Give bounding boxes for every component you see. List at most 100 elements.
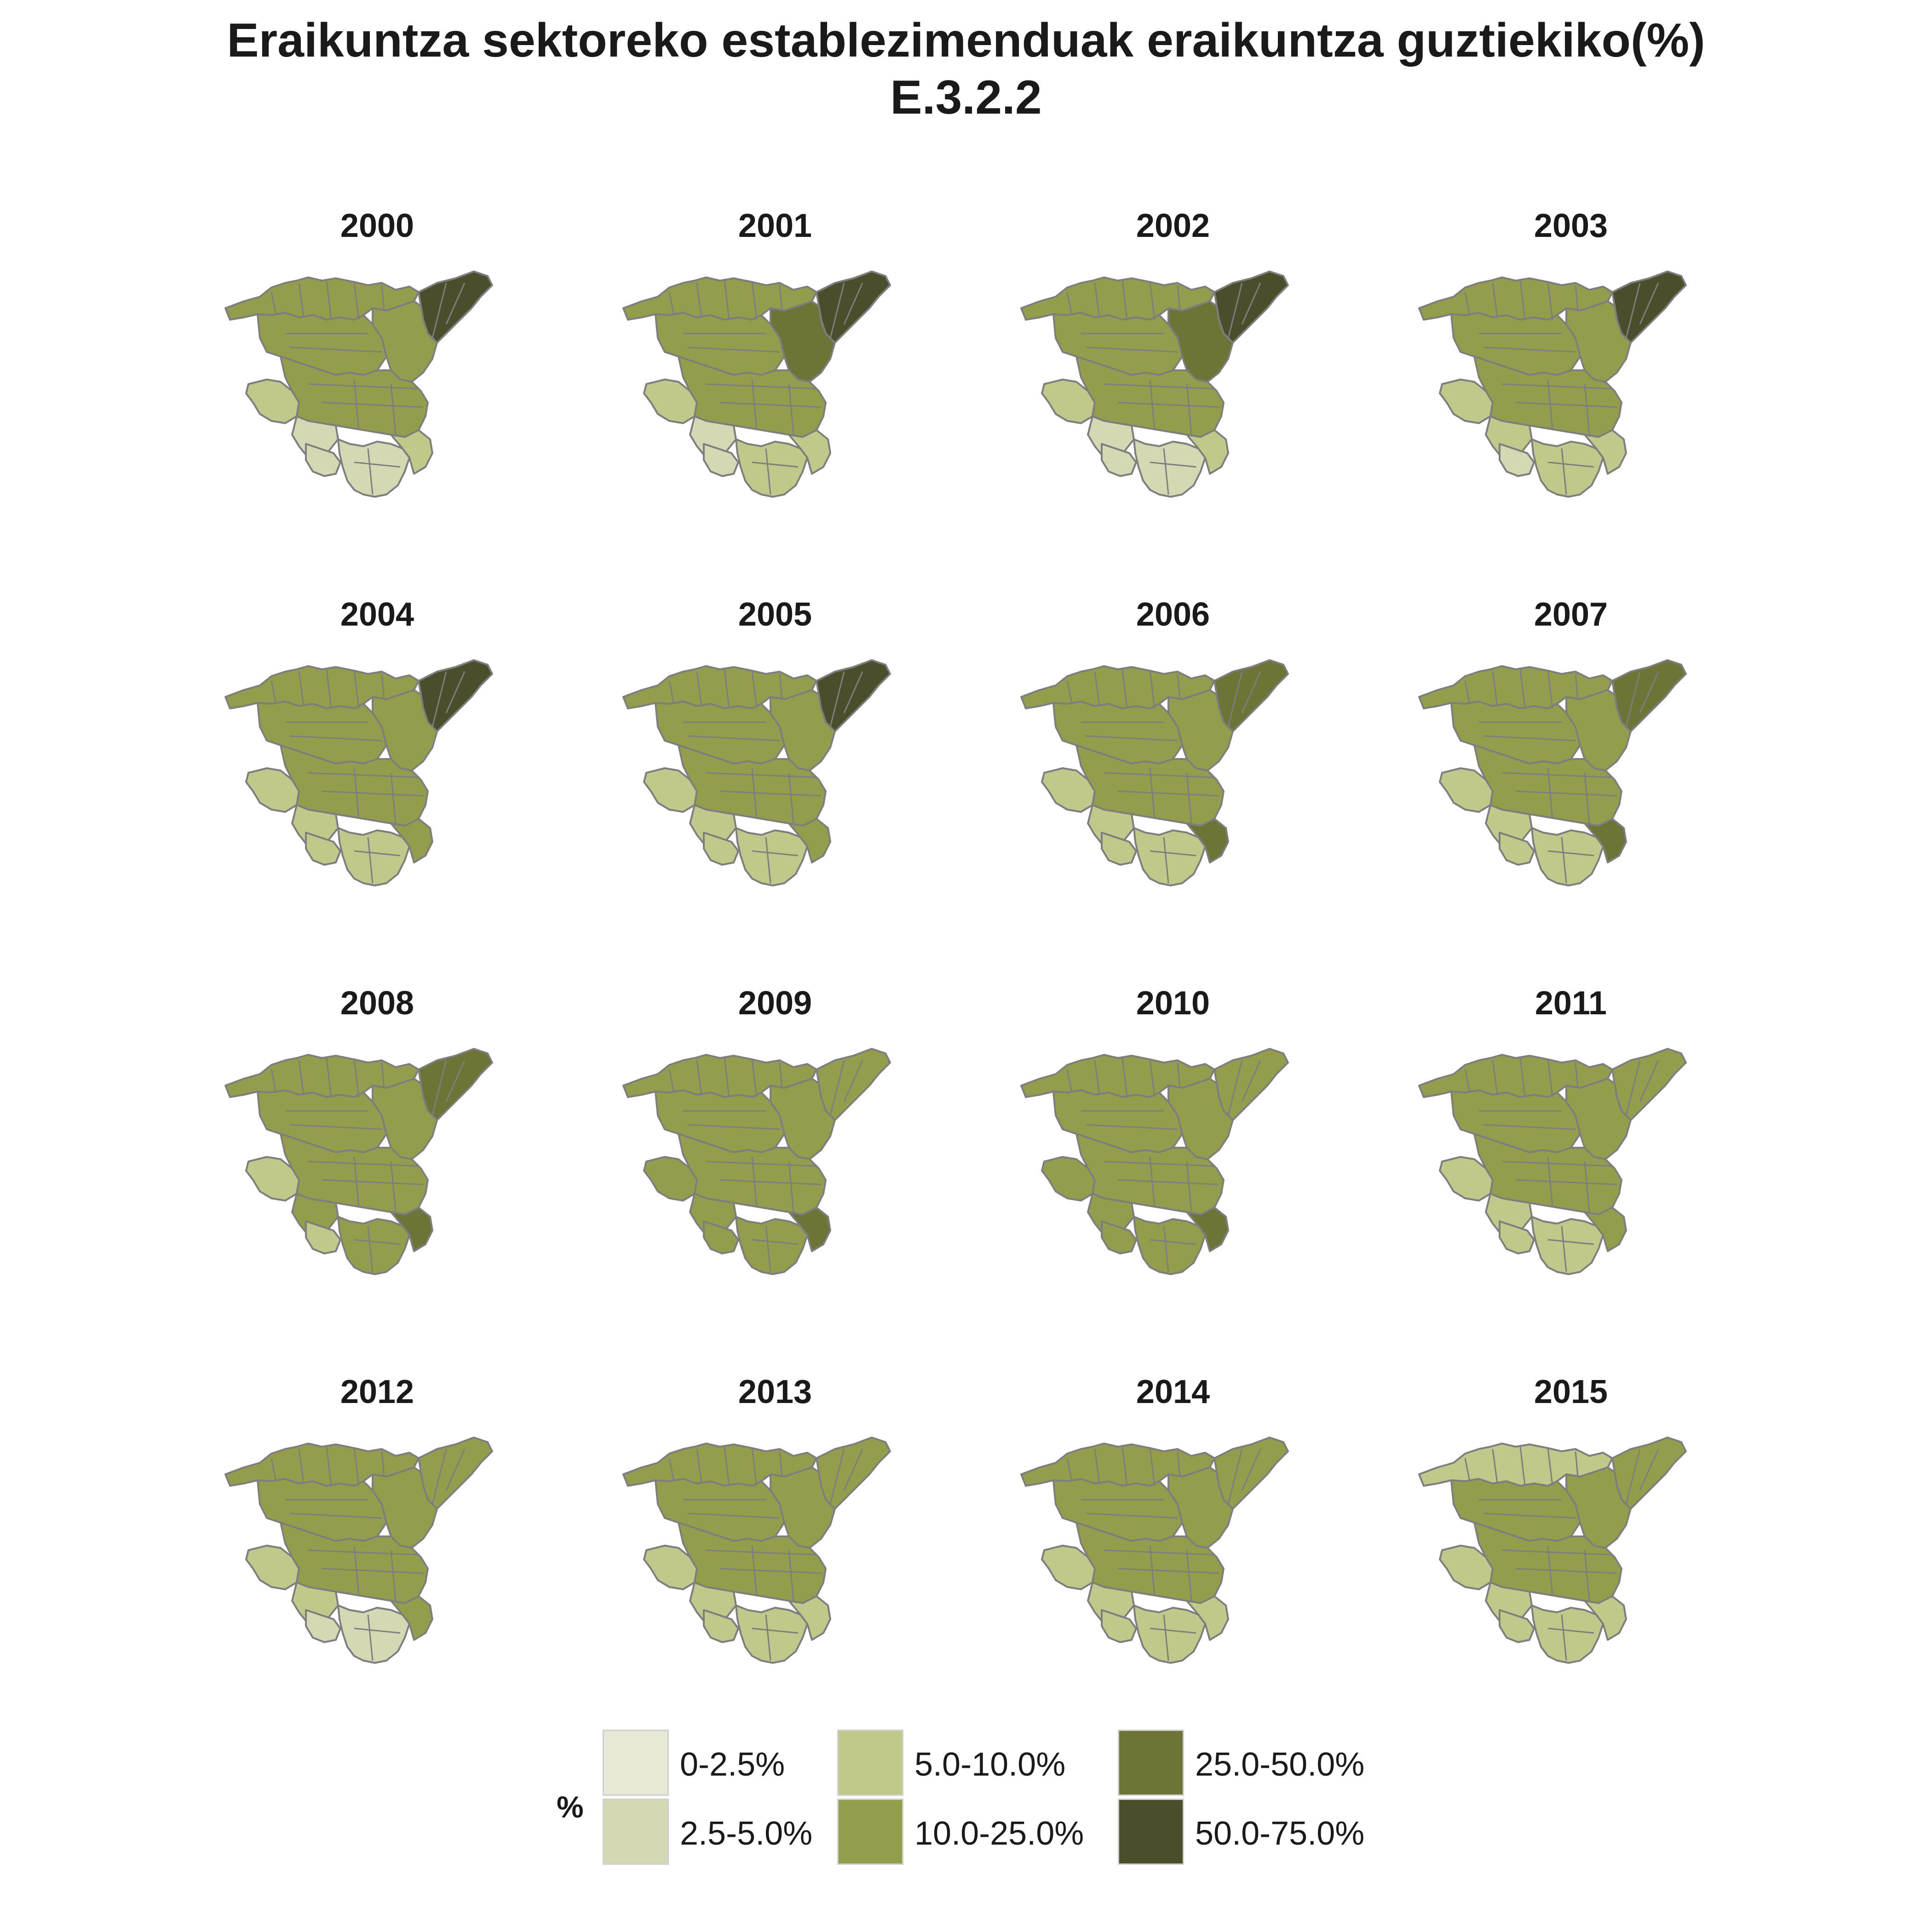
- municipality-border: [1492, 671, 1498, 707]
- map-region: [337, 438, 410, 498]
- municipality-border: [1241, 1449, 1261, 1491]
- municipality-border: [751, 1448, 758, 1486]
- map-region: [1041, 1545, 1096, 1590]
- municipality-border: [1163, 448, 1169, 495]
- municipality-border: [752, 461, 799, 468]
- municipality-border: [788, 1161, 794, 1213]
- choropleth-map: [1418, 1048, 1687, 1275]
- municipality-border: [724, 1446, 730, 1486]
- map-region: [1499, 1220, 1535, 1254]
- municipality-border: [751, 282, 758, 320]
- map-region: [1584, 429, 1627, 475]
- map-region: [418, 1048, 493, 1121]
- map-region: [337, 827, 410, 886]
- legend-item-label: 25.0-50.0%: [1195, 1746, 1365, 1783]
- municipality-border: [1149, 282, 1156, 320]
- map-region: [1531, 1216, 1604, 1275]
- municipality-border: [1227, 1060, 1243, 1116]
- municipality-border: [1085, 346, 1178, 353]
- municipality-border: [724, 669, 730, 709]
- municipality-border: [1066, 1458, 1073, 1482]
- municipality-border: [1515, 1568, 1617, 1574]
- map-region: [372, 1078, 438, 1160]
- municipality-border: [322, 1568, 424, 1574]
- municipality-border: [1519, 1058, 1526, 1098]
- municipality-border: [1177, 1062, 1181, 1088]
- choropleth-map: [1020, 270, 1289, 498]
- map-region: [1186, 429, 1229, 475]
- municipality-border: [1515, 790, 1617, 797]
- map-region: [770, 689, 836, 771]
- map-region: [390, 1207, 433, 1252]
- municipality-border: [1104, 1549, 1215, 1556]
- panel-year-label: 2001: [738, 207, 812, 244]
- municipality-border: [298, 671, 305, 707]
- municipality-border: [367, 448, 374, 495]
- municipality-border: [1547, 1059, 1553, 1098]
- municipality-border: [1163, 1225, 1169, 1272]
- map-region: [1101, 1609, 1137, 1643]
- municipality-border: [1547, 850, 1594, 857]
- municipality-border: [779, 1451, 783, 1477]
- municipality-border: [687, 735, 780, 742]
- map-region: [1450, 701, 1581, 765]
- map-region: [703, 1220, 739, 1254]
- map-region: [1041, 379, 1096, 424]
- map-region: [1439, 1545, 1494, 1590]
- map-region: [1584, 1595, 1627, 1641]
- map-region: [305, 1609, 341, 1643]
- municipality-border: [706, 1549, 817, 1556]
- municipality-border: [1085, 1124, 1178, 1130]
- municipality-border: [788, 772, 794, 824]
- legend-swatch: [603, 1799, 669, 1865]
- map-region: [816, 270, 891, 344]
- municipality-border: [829, 1060, 845, 1116]
- municipality-border: [1149, 1156, 1156, 1208]
- map-region: [1531, 827, 1604, 886]
- municipality-border: [1483, 1124, 1576, 1130]
- municipality-border: [1117, 402, 1219, 408]
- map-region: [1584, 1207, 1627, 1252]
- municipality-border: [326, 1058, 332, 1098]
- municipality-border: [353, 768, 360, 819]
- municipality-border: [1639, 671, 1659, 713]
- map-region: [655, 1089, 785, 1153]
- map-region: [788, 1207, 831, 1252]
- municipality-border: [390, 772, 397, 824]
- legend-swatch: [837, 1799, 903, 1865]
- map-region: [390, 429, 433, 475]
- municipality-border: [308, 1161, 419, 1167]
- choropleth-map: [224, 270, 493, 498]
- municipality-border: [1547, 282, 1553, 320]
- municipality-border: [765, 1614, 771, 1661]
- map-region: [655, 701, 785, 765]
- map-region: [372, 1466, 438, 1549]
- map-region: [418, 659, 493, 732]
- map-region: [1611, 270, 1687, 344]
- municipality-border: [1492, 282, 1498, 318]
- municipality-border: [1584, 1161, 1590, 1213]
- municipality-border: [1547, 379, 1553, 431]
- municipality-border: [1104, 1161, 1215, 1167]
- map-region: [770, 1078, 836, 1160]
- municipality-border: [1177, 673, 1181, 700]
- map-panel-2011: 2011: [1341, 987, 1801, 1355]
- municipality-border: [1227, 282, 1243, 339]
- municipality-border: [381, 285, 385, 311]
- map-panel-2014: 2014: [943, 1375, 1403, 1743]
- municipality-border: [1639, 1449, 1659, 1491]
- municipality-border: [752, 1627, 799, 1634]
- map-region: [735, 1604, 808, 1664]
- municipality-border: [1241, 671, 1261, 713]
- municipality-border: [1492, 1449, 1498, 1484]
- map-region: [816, 1437, 891, 1510]
- municipality-border: [354, 850, 401, 857]
- municipality-border: [751, 670, 758, 709]
- municipality-border: [353, 1448, 360, 1486]
- panel-year-label: 2012: [340, 1374, 414, 1410]
- municipality-border: [1625, 671, 1641, 727]
- map-region: [1133, 827, 1206, 886]
- map-region: [1499, 832, 1535, 866]
- municipality-border: [1547, 461, 1594, 468]
- municipality-border: [668, 680, 675, 704]
